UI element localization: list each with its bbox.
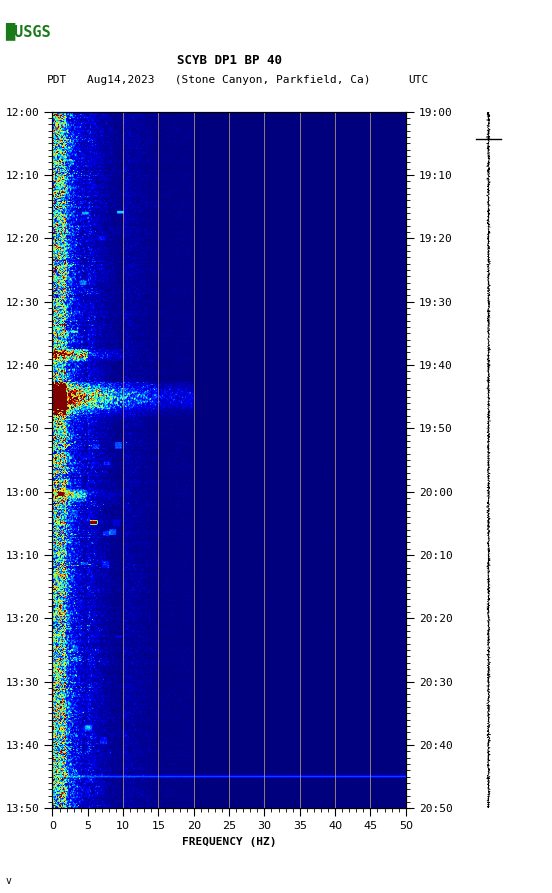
Text: SCYB DP1 BP 40: SCYB DP1 BP 40 [177,54,282,67]
X-axis label: FREQUENCY (HZ): FREQUENCY (HZ) [182,837,277,847]
Text: █USGS: █USGS [6,22,51,40]
Text: v: v [6,876,12,886]
Text: Aug14,2023   (Stone Canyon, Parkfield, Ca): Aug14,2023 (Stone Canyon, Parkfield, Ca) [87,75,371,85]
Text: UTC: UTC [408,75,429,85]
Text: PDT: PDT [47,75,67,85]
